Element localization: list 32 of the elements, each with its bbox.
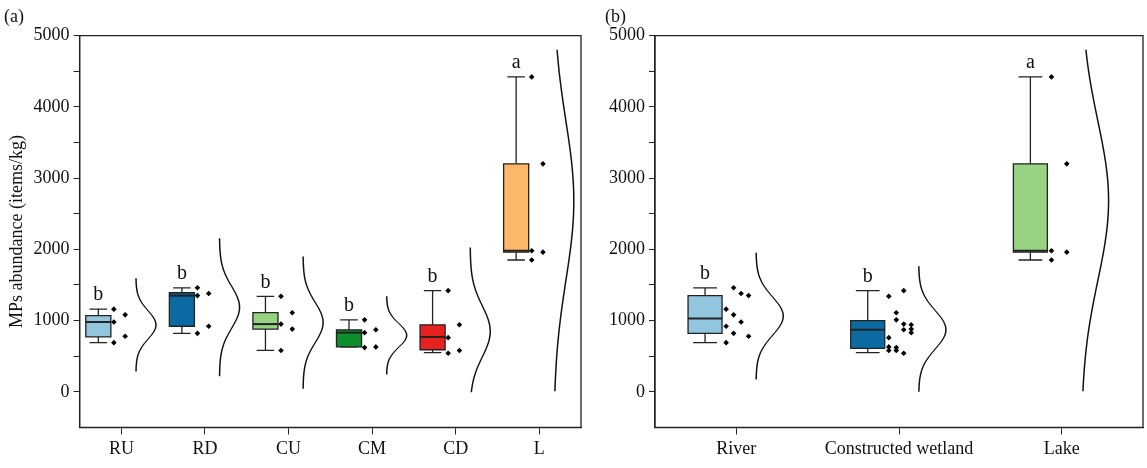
y-tick-label: 5000 — [33, 24, 70, 45]
x-tick-label: Lake — [1043, 437, 1080, 458]
annotation: b — [427, 263, 438, 286]
x-tick-label: RD — [192, 437, 218, 458]
y-tick-label: 1000 — [33, 309, 70, 330]
annotation: b — [176, 261, 187, 284]
x-tick-label: River — [716, 437, 757, 458]
y-tick-label: 2000 — [33, 238, 70, 259]
chart-title: (b) — [605, 5, 626, 27]
annotation: b — [700, 261, 711, 284]
annotation: b — [260, 269, 271, 292]
y-tick-label: 3000 — [33, 166, 70, 187]
y-tick-label: 3000 — [609, 166, 645, 187]
x-tick-label: L — [533, 437, 545, 458]
y-tick-label: 1000 — [609, 309, 645, 330]
annotation: a — [511, 50, 521, 73]
x-tick-label: CD — [443, 437, 469, 458]
annotation: a — [1025, 50, 1035, 73]
y-tick-label: 4000 — [33, 95, 70, 116]
annotation: b — [862, 263, 873, 286]
x-tick-label: CM — [358, 437, 387, 458]
y-tick-label: 0 — [60, 380, 70, 401]
x-tick-label: CU — [276, 437, 302, 458]
annotation: b — [93, 282, 104, 305]
x-tick-label: RU — [108, 437, 134, 458]
y-axis-title: MPs abundance (items/kg) — [5, 135, 27, 328]
y-tick-label: 4000 — [609, 95, 645, 116]
chart-title: (a) — [4, 5, 24, 27]
y-tick-label: 0 — [636, 380, 645, 401]
annotation: b — [344, 293, 355, 316]
x-tick-label: Constructed wetland — [824, 437, 974, 458]
y-tick-label: 2000 — [609, 238, 645, 259]
